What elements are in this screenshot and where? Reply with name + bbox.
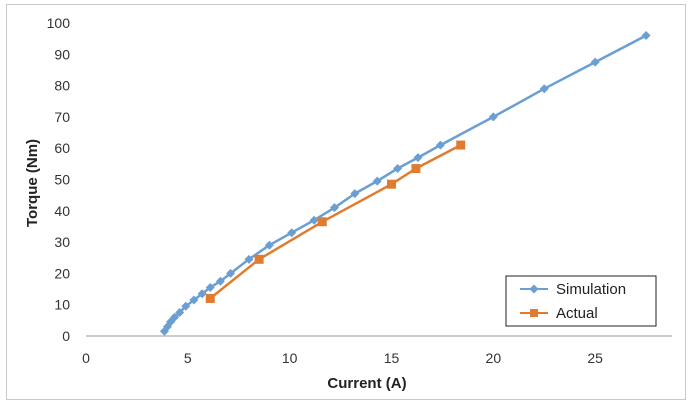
x-tick-label: 5 — [184, 350, 192, 366]
y-tick-label: 70 — [54, 109, 70, 125]
series-layer — [159, 31, 651, 336]
legend-box — [505, 275, 657, 327]
x-tick-label: 15 — [384, 350, 400, 366]
data-point-simulation — [205, 282, 215, 292]
data-point-simulation — [226, 268, 236, 278]
y-tick-label: 50 — [54, 172, 70, 188]
data-point-simulation — [287, 228, 297, 238]
x-axis-title: Current (A) — [327, 375, 406, 392]
y-tick-label: 40 — [54, 203, 70, 219]
legend-label-actual: Actual — [556, 305, 598, 322]
data-point-simulation — [435, 140, 445, 150]
data-point-simulation — [175, 308, 185, 318]
data-point-simulation — [350, 189, 360, 199]
data-point-simulation — [539, 84, 549, 94]
y-axis-title: Torque (Nm) — [24, 139, 41, 227]
y-tick-label: 10 — [54, 297, 70, 313]
series-simulation — [159, 31, 651, 336]
data-point-actual — [387, 179, 396, 189]
data-point-simulation — [393, 164, 403, 174]
data-point-simulation — [244, 254, 254, 264]
tick-labels: 0 10 20 30 40 50 60 70 80 90 100 0 5 10 15 20 25 — [47, 15, 604, 366]
y-tick-label: 60 — [54, 140, 70, 156]
y-tick-label: 100 — [47, 15, 71, 31]
data-point-simulation — [215, 276, 225, 286]
data-point-simulation — [413, 153, 423, 163]
series-actual — [205, 140, 466, 303]
data-point-simulation — [488, 112, 498, 122]
data-point-simulation — [197, 289, 207, 299]
data-point-simulation — [264, 240, 274, 250]
data-point-simulation — [181, 301, 191, 311]
y-tick-label: 80 — [54, 78, 70, 94]
legend-marker-actual — [530, 309, 538, 317]
y-tick-label: 0 — [62, 328, 70, 344]
series-line-actual — [209, 143, 462, 300]
y-tick-label: 90 — [54, 46, 70, 62]
data-point-simulation — [641, 31, 651, 41]
data-point-simulation — [372, 176, 382, 186]
chart-frame — [6, 4, 686, 400]
legend: Simulation Actual — [505, 275, 657, 327]
data-point-actual — [205, 293, 215, 303]
data-point-actual — [317, 217, 327, 227]
x-tick-label: 0 — [82, 350, 90, 366]
data-point-actual — [456, 140, 466, 150]
data-point-simulation — [329, 203, 339, 213]
data-point-actual — [254, 254, 264, 264]
x-tick-label: 10 — [282, 350, 298, 366]
y-tick-label: 20 — [54, 265, 70, 281]
data-point-simulation — [590, 57, 600, 67]
legend-marker-simulation — [529, 284, 539, 294]
legend-label-simulation: Simulation — [556, 281, 626, 298]
y-tick-label: 30 — [54, 234, 70, 250]
data-point-simulation — [309, 215, 319, 225]
x-tick-label: 25 — [587, 350, 603, 366]
data-point-simulation — [170, 312, 180, 322]
data-point-actual — [411, 164, 421, 174]
x-tick-label: 20 — [486, 350, 502, 366]
data-point-simulation — [189, 295, 199, 305]
